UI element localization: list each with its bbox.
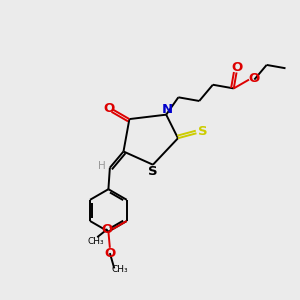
Text: O: O	[104, 247, 116, 260]
Text: O: O	[249, 72, 260, 85]
Text: CH₃: CH₃	[112, 266, 128, 274]
Text: S: S	[148, 165, 157, 178]
Text: S: S	[198, 125, 208, 138]
Text: H: H	[98, 161, 106, 171]
Text: O: O	[102, 223, 113, 236]
Text: O: O	[231, 61, 242, 74]
Text: N: N	[162, 103, 173, 116]
Text: O: O	[104, 102, 115, 116]
Text: CH₃: CH₃	[88, 237, 104, 246]
